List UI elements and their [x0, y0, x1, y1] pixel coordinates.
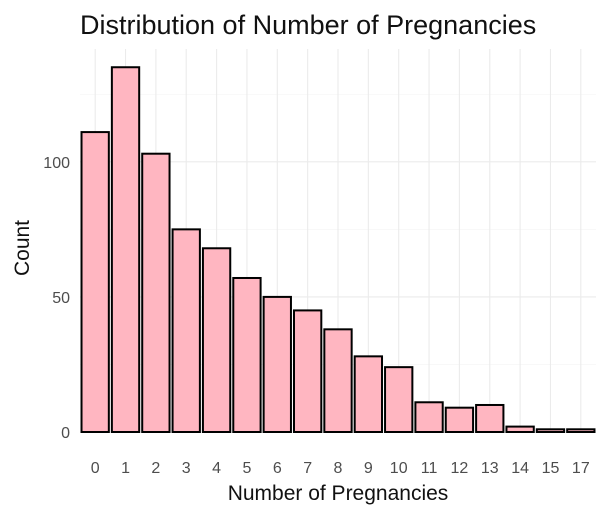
x-tick-label: 5	[242, 460, 251, 477]
x-tick-label: 6	[273, 460, 282, 477]
x-tick-label: 11	[421, 460, 438, 477]
chart-title: Distribution of Number of Pregnancies	[80, 10, 536, 40]
y-axis-title: Count	[11, 220, 34, 276]
x-tick-label: 8	[334, 460, 343, 477]
x-tick-label: 7	[303, 460, 312, 477]
bar-6	[262, 295, 292, 433]
x-tick-label: 1	[121, 460, 130, 477]
x-tick-label: 17	[572, 460, 590, 477]
bar-10	[384, 366, 414, 433]
x-tick-label: 12	[451, 460, 469, 477]
x-tick-label: 13	[481, 460, 499, 477]
bar-5	[232, 276, 262, 433]
x-axis-title: Number of Pregnancies	[228, 482, 449, 505]
bar-9	[353, 355, 384, 433]
x-tick-label: 3	[182, 460, 191, 477]
x-tick-labels: 0 1 2 3 4 5 6 7 8 9 10 11 12 13 14 15 17	[91, 460, 590, 477]
x-tick-label: 9	[364, 460, 373, 477]
y-tick-label: 50	[52, 290, 70, 307]
x-tick-label: 10	[390, 460, 408, 477]
bar-12	[444, 406, 475, 433]
bar-11	[414, 401, 444, 433]
bar-17	[566, 428, 596, 434]
bar-8	[323, 328, 353, 433]
bar-4	[201, 247, 232, 433]
x-tick-label: 4	[212, 460, 221, 477]
bar-1	[110, 66, 141, 433]
y-tick-label: 0	[61, 425, 70, 442]
bar-0	[80, 131, 110, 433]
y-tick-label: 100	[43, 155, 70, 172]
x-tick-label: 15	[542, 460, 560, 477]
bar-13	[475, 403, 505, 433]
bar-7	[292, 309, 323, 433]
x-tick-label: 0	[91, 460, 100, 477]
bars-layer	[80, 66, 596, 434]
x-tick-label: 2	[151, 460, 160, 477]
y-tick-labels: 0 50 100	[43, 155, 70, 442]
bar-14	[505, 425, 535, 434]
bar-15	[535, 428, 566, 434]
bar-2	[141, 152, 171, 434]
bar-3	[171, 228, 201, 433]
x-tick-label: 14	[511, 460, 529, 477]
